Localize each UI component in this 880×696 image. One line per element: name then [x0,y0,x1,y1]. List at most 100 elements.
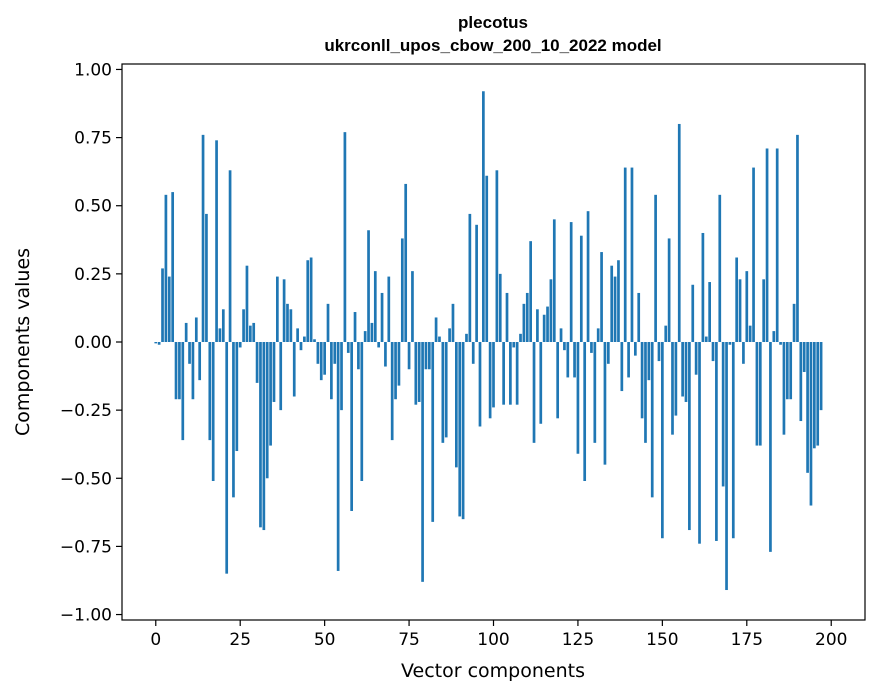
bar-169 [725,342,728,591]
x-tick-label: 50 [314,630,336,650]
bar-170 [728,342,732,345]
bar-47 [313,339,316,342]
bar-178 [755,342,759,446]
bar-26 [242,309,245,342]
bar-63 [367,230,370,342]
bar-192 [802,342,806,372]
bar-67 [380,292,384,342]
bar-161 [698,342,701,544]
bar-13 [198,342,202,381]
bar-138 [620,342,624,392]
bar-188 [789,342,793,400]
bar-166 [715,342,718,541]
bar-58 [350,342,354,511]
x-tick-label: 75 [398,630,420,650]
bar-50 [323,342,326,375]
bar-179 [758,342,762,446]
bar-74 [404,183,408,342]
bar-150 [661,342,664,539]
y-tick-label: −0.75 [60,537,112,557]
bar-131 [596,328,600,342]
bar-125 [576,342,580,454]
bar-186 [782,342,786,435]
bar-101 [495,170,499,342]
bar-93 [468,213,472,342]
y-axis-ticks: −1.00 −0.75 −0.50 −0.25 0.00 0.25 0.50 0.75 1.00 [60,60,122,626]
bar-99 [488,342,492,419]
bar-24 [235,342,239,452]
bar-191 [799,342,803,422]
bar-163 [704,336,708,342]
bar-55 [340,342,343,411]
bar-37 [279,342,283,411]
bar-183 [772,331,776,342]
bar-177 [752,167,755,342]
bar-152 [667,238,671,342]
x-axis-label: Vector components [401,660,585,682]
bar-91 [461,342,465,520]
bar-62 [363,331,367,342]
bar-115 [542,314,546,342]
bar-133 [603,342,607,465]
bar-189 [792,303,796,342]
bar-180 [762,279,766,342]
bar-46 [309,257,313,342]
bar-136 [613,276,617,342]
bar-82 [431,342,435,522]
bar-124 [573,342,576,378]
bar-90 [458,342,462,517]
bar-184 [775,148,779,342]
bar-60 [357,342,360,370]
bar-95 [475,224,478,342]
bar-27 [245,265,249,342]
bar-196 [816,342,820,446]
bar-28 [248,325,252,342]
bar-29 [252,322,256,342]
bar-49 [319,342,323,381]
bar-76 [411,271,414,342]
bar-0 [154,342,158,344]
y-axis-label: Components values [12,248,34,436]
bar-25 [238,342,242,348]
y-tick-label: −0.50 [60,469,112,489]
x-tick-label: 0 [150,630,161,650]
bar-73 [400,238,404,342]
y-tick-label: 0.25 [74,265,112,285]
bar-158 [688,342,691,531]
x-tick-label: 175 [731,630,763,650]
bar-44 [303,336,306,342]
bar-114 [539,342,543,424]
bar-78 [417,342,421,402]
bar-167 [718,194,722,342]
bar-72 [397,342,401,386]
bar-144 [640,342,644,419]
bar-141 [630,167,634,342]
bar-151 [664,325,668,342]
bar-130 [593,342,597,443]
bar-97 [482,91,485,342]
bar-88 [451,303,455,342]
bar-119 [556,342,560,419]
bar-142 [633,342,637,356]
bar-123 [569,222,573,342]
bar-23 [232,342,235,498]
bar-110 [525,292,529,342]
bar-190 [796,134,799,342]
bar-104 [505,292,509,342]
bar-16 [208,342,212,441]
bar-17 [211,342,215,481]
bar-193 [806,342,809,473]
bar-160 [694,342,698,375]
bar-129 [590,342,593,353]
bar-108 [519,333,522,342]
bar-6 [174,342,178,400]
bar-165 [711,342,715,362]
bar-145 [644,342,647,443]
bar-86 [444,342,448,438]
bar-89 [454,342,458,468]
bar-127 [583,342,587,481]
bar-153 [671,342,674,435]
bar-171 [731,342,735,539]
bar-14 [201,134,205,342]
